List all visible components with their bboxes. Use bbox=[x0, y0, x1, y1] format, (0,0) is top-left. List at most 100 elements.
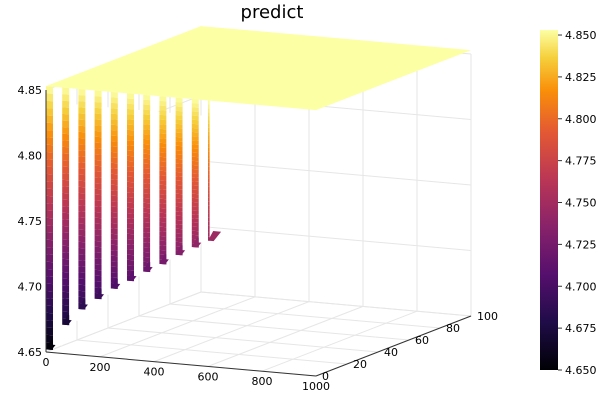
dip-gap bbox=[85, 105, 95, 306]
dip-wall-band bbox=[175, 145, 183, 151]
dip-wall-band bbox=[78, 180, 86, 188]
dip-wall-band bbox=[208, 104, 210, 109]
dip-wall-band bbox=[94, 119, 102, 126]
dip-wall-band bbox=[208, 178, 210, 183]
dip-wall-band bbox=[191, 205, 199, 211]
dip-wall-band bbox=[110, 157, 118, 164]
dip-wall-band bbox=[62, 271, 70, 280]
dip-wall-band bbox=[110, 266, 118, 273]
dip-wall-band bbox=[127, 181, 135, 188]
dip-wall-band bbox=[46, 254, 54, 263]
dip-wall-band bbox=[78, 266, 86, 273]
dip-wall-band bbox=[110, 108, 118, 115]
dip-wall-band bbox=[78, 290, 86, 298]
dip-wall-band bbox=[127, 176, 135, 183]
colorbar-tick-label: 4.775 bbox=[565, 155, 597, 168]
dip-wall-band bbox=[191, 115, 199, 121]
dip-wall-band bbox=[191, 201, 199, 207]
dip-wall-band bbox=[62, 304, 70, 313]
dip-wall-band bbox=[62, 107, 70, 115]
dip-wall-band bbox=[127, 212, 135, 219]
dip-wall-band bbox=[110, 217, 118, 224]
dip-wall-band bbox=[208, 186, 210, 191]
dip-wall-band bbox=[159, 235, 167, 242]
dip-wall-band bbox=[175, 232, 183, 238]
dip-wall-band bbox=[78, 125, 86, 133]
dip-wall-band bbox=[110, 119, 118, 126]
dip-wall-band bbox=[127, 218, 135, 224]
dip-wall-band bbox=[78, 235, 86, 243]
dip-wall-band bbox=[175, 219, 183, 225]
dip-wall-band bbox=[159, 133, 167, 139]
dip-wall-band bbox=[143, 134, 151, 140]
dip-wall-band bbox=[175, 228, 183, 234]
dip-wall-band bbox=[175, 184, 183, 190]
dip-wall-band bbox=[94, 246, 102, 254]
dip-wall-band bbox=[175, 106, 183, 112]
dip-wall-band bbox=[159, 170, 167, 176]
dip-wall-band bbox=[46, 151, 54, 160]
dip-wall-band bbox=[143, 246, 151, 253]
dip-wall-band bbox=[175, 149, 183, 155]
dip-wall-band bbox=[62, 199, 70, 207]
dip-wall-band bbox=[208, 100, 210, 105]
dip-wall-band bbox=[191, 197, 199, 203]
dip-wall-band bbox=[208, 166, 210, 171]
dip-wall-band bbox=[62, 285, 70, 293]
dip-wall-band bbox=[191, 214, 199, 219]
dip-gap bbox=[101, 106, 111, 295]
dip-wall-band bbox=[78, 284, 86, 292]
dip-wall-band bbox=[110, 102, 118, 109]
z-tick-label: 4.65 bbox=[18, 346, 43, 359]
dip-wall-band bbox=[110, 97, 118, 104]
dip-wall-band bbox=[110, 179, 118, 186]
dip-wall-band bbox=[78, 241, 86, 249]
dip-wall-band bbox=[46, 290, 54, 299]
dip-wall-band bbox=[127, 202, 135, 209]
dip-wall-band bbox=[94, 269, 102, 277]
dip-wall-band bbox=[110, 250, 118, 257]
dip-wall-band bbox=[110, 255, 118, 262]
dip-wall-band bbox=[175, 154, 183, 160]
dip-wall-band bbox=[208, 162, 210, 167]
dip-wall-band bbox=[159, 114, 167, 121]
dip-wall-band bbox=[94, 223, 102, 230]
x-tick-label: 600 bbox=[198, 370, 219, 383]
dip-wall-band bbox=[110, 261, 118, 268]
dip-wall-band bbox=[159, 221, 167, 228]
dip-wall-band bbox=[143, 94, 151, 101]
dip-wall-band bbox=[159, 142, 167, 149]
dip-wall-band bbox=[175, 193, 183, 199]
dip-wall-band bbox=[46, 137, 54, 146]
dip-wall bbox=[94, 90, 111, 300]
surface-plot bbox=[46, 26, 471, 351]
dip-wall-band bbox=[78, 254, 86, 261]
dip-wall-band bbox=[208, 151, 210, 156]
dip-wall-band bbox=[78, 205, 86, 212]
dip-wall-band bbox=[94, 194, 102, 201]
dip-wall-band bbox=[159, 138, 167, 144]
colorbar-tick-label: 4.750 bbox=[565, 197, 597, 210]
dip-wall-band bbox=[175, 110, 183, 116]
dip-wall-band bbox=[62, 219, 70, 227]
colorbar-tick-label: 4.850 bbox=[565, 29, 597, 42]
dip-wall-band bbox=[127, 259, 135, 266]
dip-wall-band bbox=[46, 181, 54, 190]
dip-wall-band bbox=[208, 131, 210, 136]
dip-wall-band bbox=[94, 188, 102, 196]
dip-wall-band bbox=[159, 249, 167, 256]
dip-wall-band bbox=[143, 256, 151, 263]
z-tick-label: 4.80 bbox=[18, 150, 43, 163]
dip-wall-band bbox=[46, 210, 54, 219]
dip-wall-band bbox=[127, 145, 135, 152]
axes bbox=[45, 90, 472, 377]
dip-wall-band bbox=[175, 215, 183, 221]
dip-wall-band bbox=[191, 127, 199, 133]
dip-wall-band bbox=[46, 232, 54, 241]
dip-wall-band bbox=[175, 211, 183, 217]
dip-wall-band bbox=[175, 171, 183, 177]
dip-wall-band bbox=[62, 186, 70, 194]
dip-wall-band bbox=[191, 156, 199, 162]
dip-wall-band bbox=[175, 163, 183, 169]
dip-wall-band bbox=[175, 101, 183, 107]
